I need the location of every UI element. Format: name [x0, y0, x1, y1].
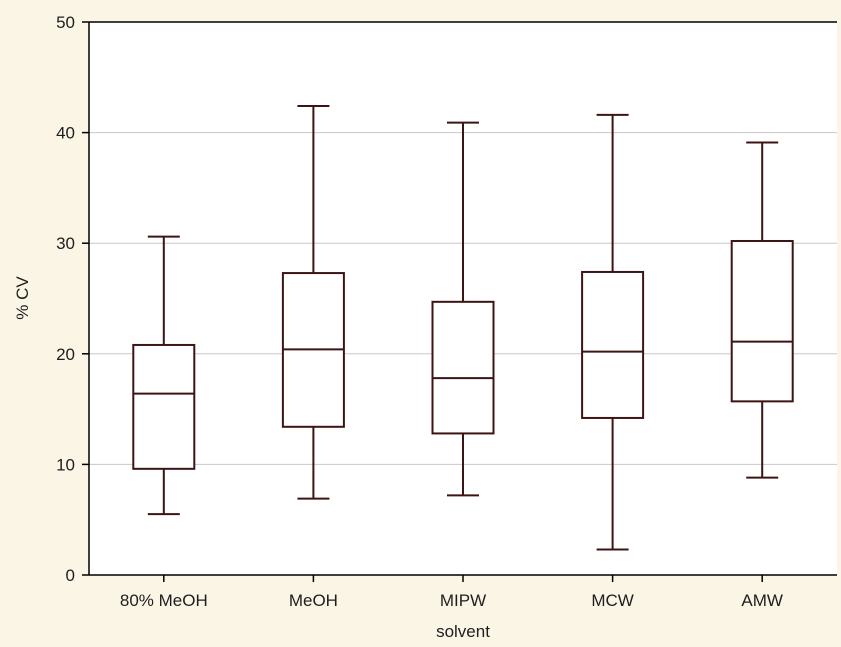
iqr-box — [730, 239, 794, 403]
x-tick-label: MeOH — [289, 591, 338, 610]
box-1 — [132, 235, 196, 516]
y-tick-label: 50 — [56, 13, 75, 32]
x-tick-label: MCW — [591, 591, 633, 610]
box-2 — [281, 105, 345, 500]
x-tick-label: AMW — [741, 591, 783, 610]
x-axis-label: solvent — [436, 622, 490, 641]
x-tick-label: MIPW — [440, 591, 486, 610]
y-tick-label: 0 — [66, 566, 75, 585]
y-tick-label: 30 — [56, 234, 75, 253]
x-tick-labels: 80% MeOH MeOH MIPW MCW AMW — [120, 575, 783, 610]
box-5 — [730, 141, 794, 479]
y-tick-label: 20 — [56, 345, 75, 364]
iqr-box — [132, 343, 196, 470]
box-4 — [581, 113, 645, 551]
boxes — [132, 105, 794, 551]
y-tick-labels: 0 10 20 30 40 50 — [56, 13, 89, 585]
iqr-box — [581, 270, 645, 419]
y-tick-label: 10 — [56, 455, 75, 474]
x-tick-label: 80% MeOH — [120, 591, 208, 610]
y-tick-label: 40 — [56, 124, 75, 143]
iqr-box — [431, 300, 495, 435]
y-axis-label: % CV — [13, 276, 32, 320]
box-3 — [431, 121, 495, 497]
